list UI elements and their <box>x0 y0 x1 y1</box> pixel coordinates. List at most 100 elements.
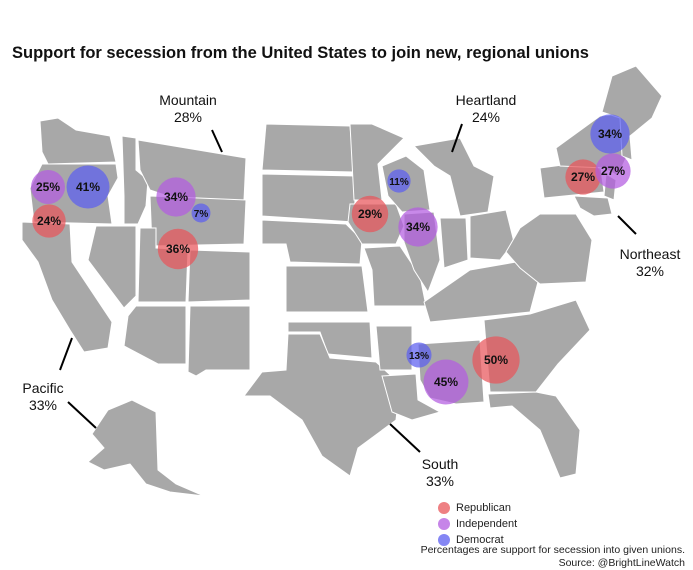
democrat-swatch <box>438 534 450 546</box>
bubble-circle <box>31 170 65 204</box>
region-name: Mountain <box>159 92 217 108</box>
region-label-pacific: Pacific 33% <box>8 380 78 414</box>
independent-swatch <box>438 518 450 530</box>
region-label-northeast: Northeast 32% <box>610 246 690 280</box>
region-label-south: South 33% <box>400 456 480 490</box>
bubble-south-republican: 50% <box>472 336 520 384</box>
region-name: Pacific <box>22 380 64 396</box>
bubble-circle <box>398 207 438 247</box>
mountain-pointer <box>211 129 223 153</box>
bubble-label: 27% <box>571 170 595 184</box>
region-pct: 24% <box>471 109 501 125</box>
footnote: Percentages are support for secession in… <box>421 544 685 570</box>
bubble-label: 25% <box>36 180 60 194</box>
bubble-heartland-independent: 34% <box>398 207 438 247</box>
bubble-circle <box>157 228 199 270</box>
bubble-pacific-democrat: 41% <box>66 165 110 209</box>
nevada-state <box>87 225 137 309</box>
colorado-state <box>187 249 251 303</box>
region-name: Heartland <box>455 92 517 108</box>
bubble-label: 45% <box>434 375 458 389</box>
region-label-heartland: Heartland 24% <box>446 92 526 126</box>
footnote-line: Percentages are support for secession in… <box>420 544 685 556</box>
california-state <box>21 221 113 353</box>
florida-state <box>487 391 581 479</box>
bubble-label: 50% <box>484 353 508 367</box>
michigan-state <box>412 137 495 217</box>
bubble-circle <box>595 153 631 189</box>
bubble-northeast-republican: 27% <box>565 159 601 195</box>
bubble-heartland-republican: 29% <box>351 195 389 233</box>
arkansas-state <box>375 325 413 371</box>
bubble-circle <box>351 195 389 233</box>
idaho-state <box>121 135 149 225</box>
region-label-mountain: Mountain 28% <box>148 92 228 126</box>
region-pct: 33% <box>425 473 455 489</box>
bubble-mountain-independent: 34% <box>156 177 196 217</box>
region-pct: 33% <box>28 397 58 413</box>
republican-swatch <box>438 502 450 514</box>
tennessee-kentucky <box>423 261 539 323</box>
virginia-wv <box>505 213 593 285</box>
bubble-circle <box>590 114 630 154</box>
legend-label: Republican <box>456 502 512 514</box>
heartland-pointer <box>451 123 463 153</box>
bubble-label: 34% <box>406 220 430 234</box>
south-pointer <box>389 423 421 453</box>
bubble-label: 7% <box>194 209 209 220</box>
bubble-circle <box>156 177 196 217</box>
legend-item-independent: Independent <box>438 516 517 532</box>
bubble-mountain-democrat: 7% <box>191 203 211 223</box>
bubble-label: 36% <box>166 242 190 256</box>
bubble-label: 13% <box>409 351 429 362</box>
bubble-pacific-republican: 24% <box>32 204 66 238</box>
arizona-state <box>123 305 187 365</box>
bubble-south-independent: 45% <box>423 359 469 405</box>
north-dakota-state <box>261 123 355 173</box>
new-mexico-state <box>187 305 251 377</box>
bubble-circle <box>191 203 211 223</box>
region-pct: 28% <box>173 109 203 125</box>
region-name: South <box>421 456 459 472</box>
page-title: Support for secession from the United St… <box>12 44 589 62</box>
source-line: Source: @BrightLineWatch <box>558 557 685 569</box>
kansas-state <box>285 265 369 313</box>
pacific-alaska-pointer <box>67 401 97 429</box>
washington-state <box>39 117 117 165</box>
indiana-state <box>439 217 469 269</box>
legend-item-democrat: Democrat <box>438 532 517 548</box>
bubble-circle <box>406 342 432 368</box>
bubble-mountain-republican: 36% <box>157 228 199 270</box>
region-name: Northeast <box>619 246 681 262</box>
legend-label: Democrat <box>456 534 504 546</box>
northeast-pointer <box>617 215 637 235</box>
bubble-label: 34% <box>598 127 622 141</box>
bubble-circle <box>387 169 411 193</box>
bubble-circle <box>32 204 66 238</box>
alaska-state <box>87 399 205 497</box>
bubble-label: 34% <box>164 190 188 204</box>
bubble-heartland-democrat: 11% <box>387 169 411 193</box>
pacific-pointer <box>59 337 73 371</box>
bubble-pacific-independent: 25% <box>31 170 65 204</box>
bubble-label: 24% <box>37 214 61 228</box>
bubble-south-democrat: 13% <box>406 342 432 368</box>
legend-item-republican: Republican <box>438 500 517 516</box>
bubble-circle <box>423 359 469 405</box>
bubble-circle <box>472 336 520 384</box>
bubble-circle <box>565 159 601 195</box>
maryland-delaware <box>573 195 613 217</box>
bubble-northeast-democrat: 34% <box>590 114 630 154</box>
bubble-label: 27% <box>601 164 625 178</box>
bubble-label: 29% <box>358 207 382 221</box>
louisiana-state <box>381 373 442 421</box>
south-dakota-state <box>261 173 357 223</box>
texas-state <box>243 333 401 477</box>
bubble-circle <box>66 165 110 209</box>
minnesota-state <box>349 123 405 201</box>
bubble-label: 11% <box>389 177 409 188</box>
bubble-northeast-independent: 27% <box>595 153 631 189</box>
bubble-label: 41% <box>76 180 100 194</box>
